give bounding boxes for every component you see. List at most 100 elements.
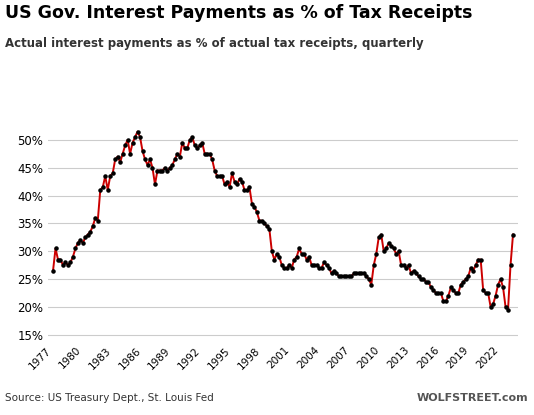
Point (66, 259, 75, 266)
Point (93, 217, 102, 224)
Point (250, 203, 258, 210)
Point (479, 287, 488, 293)
Point (442, 298, 450, 305)
Point (350, 270, 358, 277)
Point (342, 273, 351, 280)
Point (365, 276, 373, 282)
Point (347, 273, 356, 280)
Point (106, 173, 114, 179)
Point (203, 151, 211, 157)
Point (377, 231, 386, 238)
Point (208, 156, 216, 163)
Point (337, 273, 345, 280)
Point (104, 187, 112, 193)
Point (218, 173, 226, 179)
Point (86, 228, 95, 235)
Point (300, 251, 309, 257)
Point (185, 137, 194, 143)
Point (136, 134, 144, 140)
Point (287, 265, 296, 271)
Point (302, 256, 311, 263)
Point (417, 276, 425, 282)
Text: WOLFSTREET.com: WOLFSTREET.com (417, 393, 529, 403)
Point (402, 265, 410, 271)
Point (134, 128, 142, 135)
Point (206, 151, 214, 157)
Point (282, 265, 291, 271)
Point (131, 134, 139, 140)
Point (320, 259, 328, 266)
Point (128, 139, 137, 146)
Point (387, 242, 396, 249)
Point (412, 270, 420, 277)
Point (121, 142, 129, 149)
Point (170, 156, 179, 163)
Point (81, 234, 90, 241)
Point (151, 181, 159, 188)
Point (472, 262, 480, 269)
Point (61, 259, 70, 266)
Point (69, 254, 77, 260)
Point (148, 164, 157, 171)
Point (509, 231, 517, 238)
Point (213, 173, 222, 179)
Point (344, 273, 353, 280)
Point (138, 148, 147, 154)
Point (173, 151, 182, 157)
Point (384, 239, 393, 246)
Point (111, 156, 120, 163)
Point (54, 256, 62, 263)
Point (409, 267, 418, 274)
Point (123, 137, 132, 143)
Point (506, 262, 515, 269)
Point (357, 270, 366, 277)
Point (98, 184, 107, 190)
Point (464, 273, 473, 280)
Text: US Gov. Interest Payments as % of Tax Receipts: US Gov. Interest Payments as % of Tax Re… (5, 4, 473, 22)
Point (352, 270, 360, 277)
Point (158, 167, 167, 174)
Point (255, 217, 264, 224)
Point (476, 256, 485, 263)
Point (374, 234, 383, 241)
Point (96, 187, 105, 193)
Point (329, 267, 338, 274)
Point (76, 237, 85, 244)
Point (168, 161, 177, 168)
Point (280, 265, 288, 271)
Point (242, 187, 251, 193)
Point (407, 270, 415, 277)
Point (108, 170, 117, 177)
Point (340, 273, 348, 280)
Point (51, 245, 60, 252)
Point (178, 139, 186, 146)
Point (422, 278, 430, 285)
Point (504, 306, 512, 313)
Point (71, 245, 80, 252)
Point (59, 262, 67, 269)
Point (297, 251, 306, 257)
Point (290, 256, 299, 263)
Point (233, 181, 241, 188)
Point (245, 184, 254, 190)
Point (496, 276, 505, 282)
Point (372, 251, 381, 257)
Point (439, 298, 447, 305)
Point (91, 215, 99, 221)
Point (263, 223, 271, 229)
Point (359, 270, 368, 277)
Text: Source: US Treasury Dept., St. Louis Fed: Source: US Treasury Dept., St. Louis Fed (5, 393, 214, 403)
Point (335, 273, 343, 280)
Point (238, 178, 246, 185)
Point (322, 262, 331, 269)
Point (449, 287, 458, 293)
Point (367, 281, 375, 288)
Point (268, 248, 276, 254)
Point (198, 139, 207, 146)
Point (501, 304, 510, 310)
Point (459, 278, 468, 285)
Point (176, 153, 184, 160)
Point (457, 281, 465, 288)
Point (240, 187, 249, 193)
Point (257, 217, 266, 224)
